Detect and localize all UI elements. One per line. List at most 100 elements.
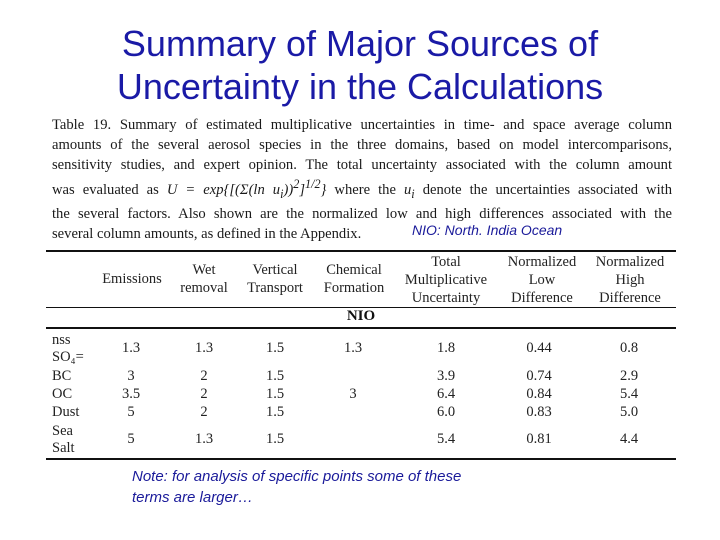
row-label-so4: nss SO₄= [52,332,84,366]
cell-bc-vertical-transport: 1.5 [265,368,285,384]
formula-subscript: i [280,187,284,202]
header-vertical-transport-line-2: Transport [247,280,303,296]
ui-symbol: ui [403,182,415,202]
cell-dust-wet-removal: 2 [200,404,208,420]
caption-line-5: the several factors. Also shown are the … [52,205,672,222]
header-low-difference-line-1: Normalized [507,254,577,270]
formula-root: 1/2 [305,177,321,192]
header-high-difference-line-1: Normalized [595,254,665,270]
cell-so4-wet-removal: 1.3 [194,340,214,356]
row-label-so4-line-1: nss [52,332,71,348]
cell-bc-total: 3.9 [436,368,456,384]
cell-oc-chemical-formation: 3 [349,386,357,402]
caption-line-4-start: was evaluated as [52,182,159,199]
cell-sea-salt-low: 0.81 [526,431,552,447]
footnote-line-2: terms are larger… [132,489,253,506]
cell-bc-low: 0.74 [526,368,552,384]
slide-title-line-1: Summary of Major Sources of [121,23,599,64]
header-chemical-formation: Chemical Formation [314,261,394,297]
header-rule [46,307,676,308]
header-emissions: Emissions [92,270,172,288]
caption-line-3: sensitivity studies, and expert opinion.… [52,156,672,173]
header-high-difference-line-3: Difference [599,290,661,306]
caption-line-4: was evaluated as U = exp{[(Σ(ln ui))2]1/… [52,175,672,205]
table-top-rule [46,250,676,252]
slide-title-line-2: Uncertainty in the Calculations [116,66,604,107]
caption-line-4-middle: where the [334,182,396,199]
cell-bc-emissions: 3 [127,368,135,384]
cell-bc-high: 2.9 [619,368,639,384]
formula-close: ] [299,182,305,199]
cell-dust-vertical-transport: 1.5 [265,404,285,420]
slide-title: Summary of Major Sources of Uncertainty … [0,22,720,108]
row-label-dust: Dust [52,404,79,421]
header-low-difference: Normalized Low Difference [498,253,586,307]
formula-square: 2 [293,177,300,192]
caption-line-4-end: denote the uncertainties associated with [422,182,672,199]
header-total-uncertainty-line-3: Uncertainty [411,290,481,306]
cell-sea-salt-total: 5.4 [436,431,456,447]
cell-sea-salt-high: 4.4 [619,431,639,447]
nio-annotation: NIO: North. India Ocean [410,222,565,238]
header-total-uncertainty-line-2: Multiplicative [404,272,488,288]
row-label-sea-salt-line-2: Salt [52,440,75,456]
cell-oc-high: 5.4 [619,386,639,402]
cell-oc-wet-removal: 2 [200,386,208,402]
cell-sea-salt-emissions: 5 [127,431,135,447]
row-label-oc-text: OC [52,386,73,402]
formula-tail: } [320,182,327,199]
section-rule [46,327,676,329]
ui-subscript: i [411,187,415,202]
header-wet-removal-line-2: removal [180,280,228,296]
row-label-sea-salt: Sea Salt [52,423,75,457]
cell-dust-total: 6.0 [436,404,456,420]
header-vertical-transport: Vertical Transport [236,261,314,297]
header-total-uncertainty-line-1: Total [431,254,461,270]
cell-so4-chemical-formation: 1.3 [343,340,363,356]
cell-so4-total: 1.8 [436,340,456,356]
header-emissions-line: Emissions [102,271,162,287]
row-label-bc-text: BC [52,368,72,384]
cell-dust-low: 0.83 [526,404,552,420]
uncertainty-table: Emissions Wet removal Vertical Transport… [46,250,676,460]
formula-main: U = exp{[(Σ(ln u [166,182,281,199]
header-low-difference-line-2: Low [528,272,556,288]
cell-so4-emissions: 1.3 [121,340,141,356]
header-chemical-formation-line-2: Formation [323,280,385,296]
table-bottom-rule [46,458,676,460]
header-low-difference-line-3: Difference [511,290,573,306]
cell-bc-wet-removal: 2 [200,368,208,384]
footnote-line-1: Note: for analysis of specific points so… [132,468,462,485]
caption-line-1: Table 19. Summary of estimated multiplic… [52,117,672,133]
header-high-difference: Normalized High Difference [586,253,674,307]
cell-sea-salt-wet-removal: 1.3 [194,431,214,447]
cell-so4-vertical-transport: 1.5 [265,340,285,356]
cell-oc-total: 6.4 [436,386,456,402]
header-wet-removal: Wet removal [172,261,236,297]
row-label-so4-line-2: SO₄= [52,349,84,365]
caption-line-6: several column amounts, as defined in th… [52,225,362,242]
cell-dust-emissions: 5 [127,404,135,420]
header-vertical-transport-line-1: Vertical [252,262,298,278]
header-chemical-formation-line-1: Chemical [326,262,382,278]
row-label-bc: BC [52,368,71,385]
cell-so4-high: 0.8 [619,340,639,356]
header-wet-removal-line-1: Wet [192,262,216,278]
footnote: Note: for analysis of specific points so… [132,466,461,508]
cell-oc-low: 0.84 [526,386,552,402]
cell-so4-low: 0.44 [526,340,552,356]
row-label-oc: OC [52,386,72,403]
caption-line-2: amounts of the several aerosol species i… [52,136,672,153]
table-caption: Table 19. Summary of estimated multiplic… [52,116,672,245]
ui-letter: u [403,182,412,199]
cell-oc-vertical-transport: 1.5 [265,386,285,402]
cell-oc-emissions: 3.5 [121,386,141,402]
row-label-dust-text: Dust [52,404,80,420]
row-label-sea-salt-line-1: Sea [52,423,73,439]
cell-sea-salt-vertical-transport: 1.5 [265,431,285,447]
header-high-difference-line-2: High [615,272,645,288]
formula-end: )) [283,182,294,199]
section-label-nio: NIO [346,308,376,324]
uncertainty-formula: U = exp{[(Σ(ln ui))2]1/2} [166,177,327,202]
cell-dust-high: 5.0 [619,404,639,420]
